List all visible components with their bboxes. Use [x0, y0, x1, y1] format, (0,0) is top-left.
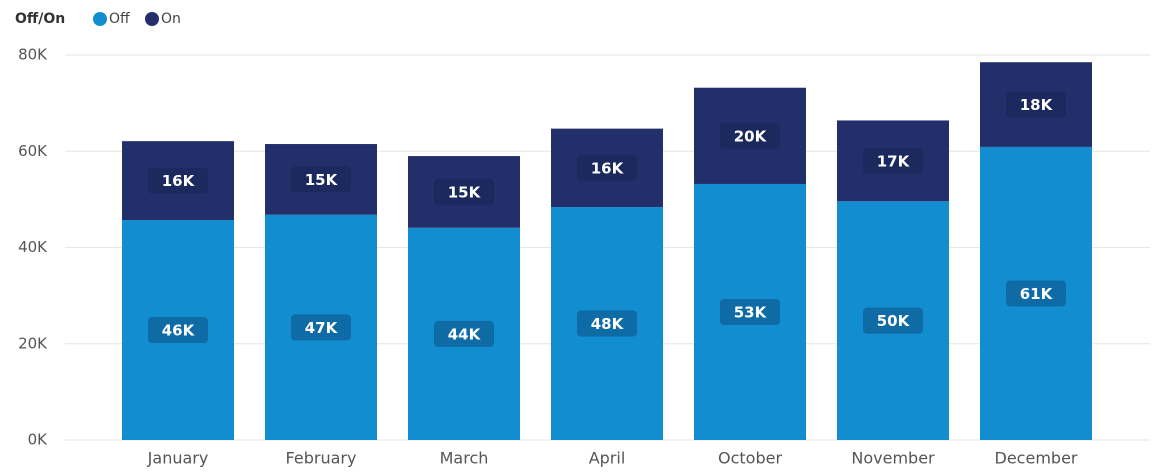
bar-segment: [551, 128, 663, 208]
data-label-box: [434, 320, 494, 347]
legend-label: Off: [109, 11, 130, 27]
data-label-box: [434, 178, 494, 205]
bar-segment: [408, 227, 520, 440]
bar-segment: [265, 144, 377, 215]
legend-title: Off/On: [15, 11, 65, 27]
data-label-box: [148, 317, 208, 344]
data-label: 50K: [877, 312, 911, 330]
x-tick-label: April: [589, 449, 626, 468]
data-label-box: [863, 147, 923, 174]
bar-segment: [694, 183, 806, 440]
y-tick-label: 20K: [18, 334, 48, 352]
bar-segment: [265, 214, 377, 440]
x-tick-label: October: [718, 449, 782, 468]
data-label-box: [1006, 91, 1066, 118]
bar-segment: [980, 146, 1092, 440]
data-label: 46K: [162, 322, 196, 340]
x-tick-label: March: [440, 449, 489, 468]
data-label-box: [720, 298, 780, 325]
data-label: 16K: [591, 159, 625, 177]
data-label: 20K: [734, 127, 768, 145]
bar-segment: [837, 120, 949, 202]
data-label: 15K: [448, 183, 482, 201]
bar-segment: [694, 87, 806, 184]
legend-swatch: [145, 12, 159, 26]
bar-segment: [122, 141, 234, 221]
data-label-box: [148, 167, 208, 194]
x-tick-label: November: [851, 449, 935, 468]
data-label: 18K: [1020, 96, 1054, 114]
data-label: 15K: [305, 171, 339, 189]
data-label-box: [1006, 280, 1066, 307]
y-tick-label: 40K: [18, 238, 48, 256]
data-label: 44K: [448, 325, 482, 343]
y-tick-label: 80K: [18, 46, 48, 64]
bar-segment: [837, 201, 949, 440]
data-label-box: [291, 314, 351, 341]
data-label: 16K: [162, 172, 196, 190]
data-label-box: [577, 310, 637, 337]
legend-label: On: [161, 11, 181, 27]
data-label: 17K: [877, 152, 911, 170]
data-label-box: [863, 307, 923, 334]
data-label: 53K: [734, 303, 768, 321]
y-tick-label: 0K: [28, 431, 49, 449]
bar-segment: [551, 207, 663, 440]
bar-segment: [408, 156, 520, 228]
data-label: 48K: [591, 315, 625, 333]
x-tick-label: January: [147, 449, 209, 468]
data-label-box: [577, 154, 637, 181]
x-tick-label: December: [995, 449, 1078, 468]
y-tick-label: 60K: [18, 142, 48, 160]
bar-segment: [980, 62, 1092, 147]
bar-segment: [122, 220, 234, 440]
data-label-box: [291, 166, 351, 193]
data-label-box: [720, 122, 780, 149]
x-tick-label: February: [286, 449, 357, 468]
data-label: 61K: [1020, 285, 1054, 303]
data-label: 47K: [305, 319, 339, 337]
legend-swatch: [93, 12, 107, 26]
